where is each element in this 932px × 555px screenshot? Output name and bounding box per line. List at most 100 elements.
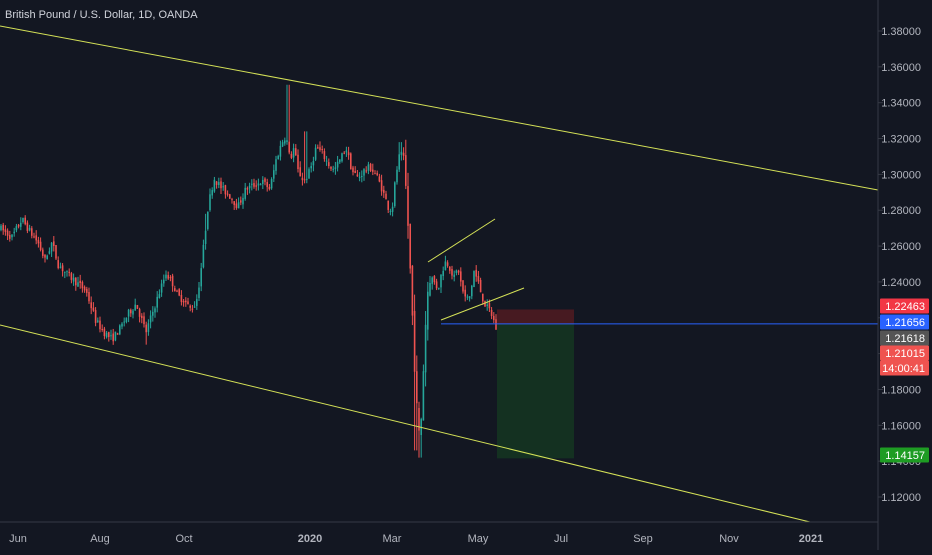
candle [288, 84, 290, 155]
candle [233, 201, 235, 210]
candle [380, 174, 383, 196]
candle [372, 163, 374, 176]
candle [418, 401, 420, 458]
price-label-text: 1.21015 [885, 348, 925, 360]
price-label: 1.21015 [880, 345, 929, 361]
candle [48, 247, 51, 255]
candle [31, 226, 33, 239]
candle [435, 278, 438, 291]
candle [57, 256, 59, 270]
candle [94, 307, 97, 327]
candle [396, 166, 398, 185]
candle [88, 287, 90, 304]
candle [160, 279, 163, 297]
candle [248, 182, 251, 194]
candle [138, 307, 141, 323]
candle [257, 178, 260, 191]
candle [347, 146, 350, 160]
candle [299, 161, 301, 177]
candle [152, 306, 154, 322]
candle [376, 170, 378, 177]
candle [246, 186, 249, 195]
candle [130, 308, 132, 317]
candle [385, 190, 387, 200]
candle [475, 265, 477, 282]
candle [66, 270, 68, 277]
candle [79, 274, 81, 289]
candle [114, 331, 117, 342]
take-profit-zone[interactable] [497, 323, 574, 459]
y-tick-label: 1.30000 [881, 169, 921, 181]
candle [284, 137, 286, 146]
candle [334, 161, 337, 175]
candle [394, 181, 396, 208]
candle [86, 286, 88, 297]
candle [350, 152, 352, 170]
candle [53, 236, 55, 252]
price-label-text: 1.22463 [885, 301, 925, 313]
candle [332, 165, 334, 173]
candle [451, 265, 453, 280]
price-label: 1.14157 [880, 447, 929, 463]
y-tick-label: 1.12000 [881, 492, 921, 504]
candle [81, 280, 84, 293]
candle [281, 139, 284, 148]
candle [70, 271, 73, 284]
y-tick-label: 1.34000 [881, 98, 921, 110]
candle [112, 328, 114, 345]
y-tick-label: 1.24000 [881, 277, 921, 289]
stop-loss-zone[interactable] [497, 309, 574, 324]
candle [176, 289, 178, 293]
candle [286, 84, 288, 145]
candle [352, 165, 354, 176]
candle [240, 196, 242, 206]
candle [424, 311, 427, 387]
candle [198, 282, 200, 301]
candle [209, 188, 211, 212]
wedge-upper-line[interactable] [427, 218, 496, 263]
candle [455, 269, 458, 276]
y-tick-label: 1.26000 [881, 241, 921, 253]
candle [356, 169, 359, 177]
candle [167, 271, 169, 280]
candle [490, 307, 493, 320]
candle [185, 297, 187, 307]
candle [204, 213, 207, 250]
candle [207, 211, 209, 231]
time-axis[interactable]: Jun Aug Oct 2020 Mar May Jul Sep Nov 2021 [9, 533, 823, 545]
candle [211, 187, 213, 199]
candle [402, 147, 405, 161]
candle [471, 284, 473, 300]
candle [292, 143, 295, 163]
candle [83, 285, 86, 293]
candle [215, 180, 218, 189]
candle [411, 265, 414, 326]
candle [108, 331, 110, 342]
candle [457, 269, 460, 275]
wedge-lower-line[interactable] [440, 287, 525, 321]
candle [369, 162, 372, 173]
candle [242, 193, 244, 209]
channel-upper-line[interactable] [0, 25, 879, 191]
candle [264, 177, 266, 186]
candle [493, 312, 495, 324]
x-tick-label: Mar [383, 533, 402, 545]
candle [44, 254, 46, 263]
candle [440, 274, 442, 293]
candle [495, 314, 497, 330]
candle [339, 159, 341, 164]
candle [444, 255, 447, 271]
x-tick-label: Sep [633, 533, 653, 545]
candle [453, 270, 455, 282]
candle [171, 273, 174, 292]
price-labels: 1.22463 1.21656 1.21618 1.21015 14:00:41 1.14… [880, 298, 929, 463]
candle [64, 271, 66, 279]
candle [460, 267, 462, 287]
candle [237, 197, 240, 209]
candle [262, 176, 264, 190]
candle [319, 141, 321, 152]
x-tick-label: Oct [175, 533, 192, 545]
channel-lower-line[interactable] [0, 324, 811, 523]
